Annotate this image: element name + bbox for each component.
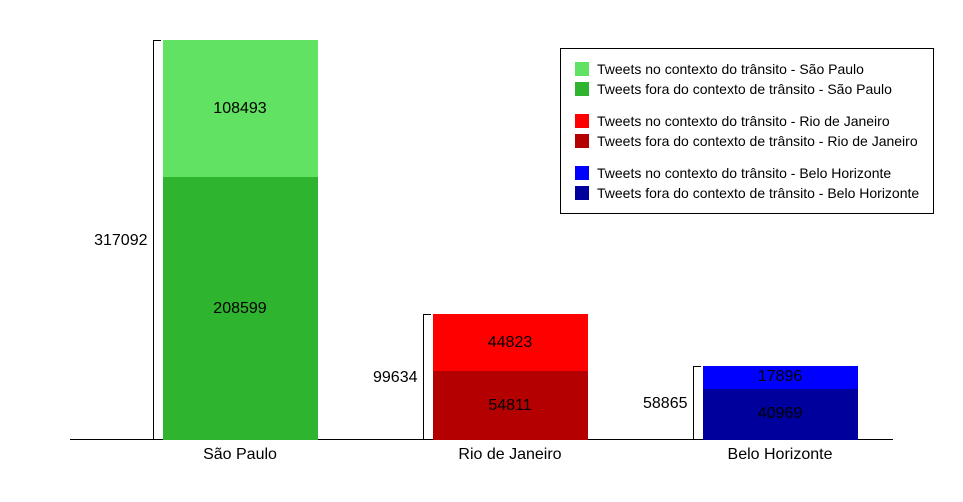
legend-gap [575,99,919,111]
total-bracket-rj [423,314,424,440]
legend-label: Tweets fora do contexto de trânsito - Sã… [597,81,892,97]
legend-label: Tweets no contexto do trânsito - Belo Ho… [597,165,891,181]
legend-label: Tweets fora do contexto de trânsito - Ri… [597,133,918,149]
legend-swatch [575,114,589,128]
total-label-sp: 317092 [88,232,148,250]
legend-item: Tweets no contexto do trânsito - Rio de … [575,111,919,131]
x-axis-label-sp: São Paulo [140,446,340,464]
bar-group-bh: 4096917896 [703,366,858,440]
legend-gap [575,151,919,163]
bar-segment-bh-fora: 40969 [703,389,858,440]
x-axis-label-rj: Rio de Janeiro [410,446,610,464]
legend-box: Tweets no contexto do trânsito - São Pau… [560,48,934,214]
legend-label: Tweets no contexto do trânsito - São Pau… [597,61,864,77]
legend-swatch [575,134,589,148]
total-label-rj: 99634 [358,369,418,387]
x-axis-label-bh: Belo Horizonte [680,446,880,464]
bar-segment-bh-no: 17896 [703,366,858,389]
legend-item: Tweets no contexto do trânsito - Belo Ho… [575,163,919,183]
legend-item: Tweets fora do contexto de trânsito - Ri… [575,131,919,151]
legend-swatch [575,62,589,76]
bar-group-rj: 5481144823 [433,314,588,440]
bar-segment-sp-no: 108493 [163,40,318,177]
legend-label: Tweets no contexto do trânsito - Rio de … [597,113,890,129]
total-bracket-sp [153,40,154,440]
legend-swatch [575,186,589,200]
bar-group-sp: 208599108493 [163,40,318,440]
legend-item: Tweets fora do contexto de trânsito - Be… [575,183,919,203]
legend-item: Tweets fora do contexto de trânsito - Sã… [575,79,919,99]
chart-area: 208599108493 317092 5481144823 99634 4096917… [0,0,963,502]
legend-swatch [575,82,589,96]
bar-segment-rj-fora: 54811 [433,371,588,440]
legend-label: Tweets fora do contexto de trânsito - Be… [597,185,919,201]
total-label-bh: 58865 [628,395,688,413]
legend-swatch [575,166,589,180]
bar-segment-sp-fora: 208599 [163,177,318,440]
legend-item: Tweets no contexto do trânsito - São Pau… [575,59,919,79]
total-bracket-bh [693,366,694,440]
bar-segment-rj-no: 44823 [433,314,588,371]
